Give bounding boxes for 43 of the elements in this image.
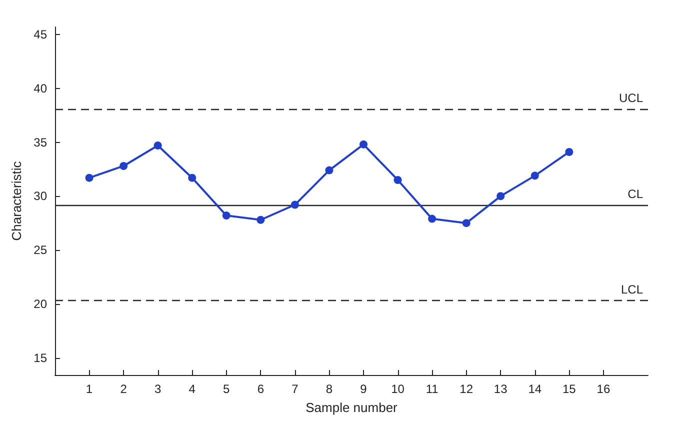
x-tick-label: 13 [494, 382, 508, 396]
point [188, 174, 196, 182]
x-tick-label: 1 [86, 382, 93, 396]
ref-line-label: LCL [620, 282, 644, 297]
point [462, 219, 470, 228]
x-axis-title: Sample number [306, 400, 398, 415]
x-tick-label: 15 [562, 382, 576, 396]
point [394, 176, 402, 184]
x-tick-label: 5 [223, 382, 230, 396]
y-tick-label: 40 [34, 81, 48, 96]
x-tick-label: 8 [326, 382, 333, 396]
y-axis-title: Characteristic [8, 160, 24, 241]
x-tick-label: 6 [257, 382, 264, 396]
point [565, 148, 574, 156]
y-tick-label: 45 [34, 28, 48, 42]
x-tick-label: 10 [391, 382, 405, 396]
y-tick-label: 35 [34, 135, 48, 150]
x-tick-label: 16 [596, 382, 610, 396]
x-tick-label: 3 [154, 382, 162, 396]
point [290, 200, 299, 209]
point [428, 214, 436, 223]
point [530, 172, 539, 180]
x-tick-label: 12 [460, 382, 474, 396]
x-tick-label: 7 [292, 382, 299, 396]
ref-line-label: CL [628, 186, 644, 201]
point [360, 140, 368, 148]
y-tick-label: 30 [34, 189, 48, 204]
point [256, 216, 265, 224]
y-tick-label: 20 [34, 296, 48, 311]
point [85, 174, 94, 182]
point [120, 162, 128, 170]
point [325, 166, 334, 174]
x-tick-label: 2 [120, 382, 128, 396]
point [222, 212, 230, 220]
ref-line-label: UCL [618, 90, 644, 105]
y-tick-label: 25 [34, 243, 48, 258]
y-tick-label: 15 [34, 350, 48, 365]
x-tick-label: 11 [426, 382, 439, 396]
x-tick-label: 9 [360, 382, 368, 396]
point [154, 142, 162, 150]
x-tick-label: 4 [188, 382, 196, 396]
point [496, 192, 505, 200]
x-tick-label: 14 [528, 382, 542, 396]
